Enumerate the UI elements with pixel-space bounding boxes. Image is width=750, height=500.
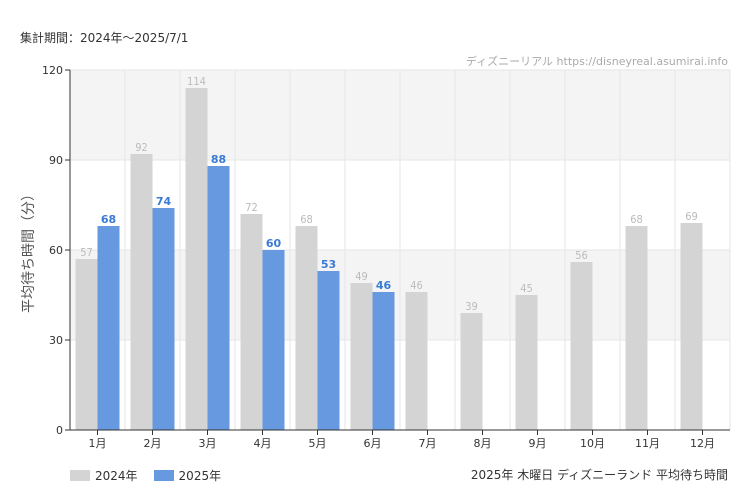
bar-2025-4月[interactable] <box>262 250 285 430</box>
bar-2024-7月[interactable] <box>405 292 428 430</box>
x-tick-label-5月: 5月 <box>309 437 327 450</box>
legend-swatch-2025 <box>153 470 174 481</box>
x-tick-label-3月: 3月 <box>199 437 217 450</box>
x-tick-label-11月: 11月 <box>635 437 660 450</box>
axes: 0 30 60 90 120 1月 2月 3月 4月 5月 6月 7月 8月 9月 10月 11月 12月 <box>42 64 730 450</box>
bar-2024-11月[interactable] <box>625 226 648 430</box>
y-tick-label-60: 60 <box>49 244 63 257</box>
bar-2025-2月[interactable] <box>152 208 175 430</box>
bar-2025-6月[interactable] <box>372 292 395 430</box>
x-tick-label-9月: 9月 <box>529 437 547 450</box>
data-label-2025-2月: 74 <box>156 195 172 208</box>
data-label-2024-2月: 92 <box>135 141 148 154</box>
bars <box>75 88 703 430</box>
x-tick-label-12月: 12月 <box>690 437 715 450</box>
data-label-2025-1月: 68 <box>101 213 116 226</box>
data-label-2025-3月: 88 <box>211 153 226 166</box>
x-tick-label-6月: 6月 <box>364 437 382 450</box>
data-label-2025-4月: 60 <box>266 237 282 250</box>
x-tick-label-7月: 7月 <box>419 437 437 450</box>
data-label-2024-11月: 68 <box>630 213 643 226</box>
data-label-2024-7月: 46 <box>410 279 423 292</box>
data-label-2024-1月: 57 <box>80 246 93 259</box>
period-label: 集計期間：2024年～2025/7/1 <box>20 31 189 45</box>
y-tick-label-30: 30 <box>49 334 63 347</box>
legend-label-2025: 2025年 <box>178 469 222 483</box>
bar-2024-12月[interactable] <box>680 223 703 430</box>
legend-item-2025[interactable]: 2025年 <box>153 467 222 484</box>
site-credit: ディズニーリアル https://disneyreal.asumirai.inf… <box>465 55 728 68</box>
data-label-2024-12月: 69 <box>685 210 698 223</box>
bar-2025-1月[interactable] <box>97 226 120 430</box>
bar-2024-8月[interactable] <box>460 313 483 430</box>
bar-2024-10月[interactable] <box>570 262 593 430</box>
x-tick-label-10月: 10月 <box>580 437 605 450</box>
chart-caption: 2025年 木曜日 ディズニーランド 平均待ち時間 <box>470 468 728 482</box>
bar-2025-3月[interactable] <box>207 166 230 430</box>
y-tick-label-0: 0 <box>56 424 63 437</box>
data-label-2024-3月: 114 <box>187 75 206 88</box>
bar-2024-9月[interactable] <box>515 295 538 430</box>
data-label-2024-5月: 68 <box>300 213 313 226</box>
data-label-2024-10月: 56 <box>575 249 588 262</box>
legend-label-2024: 2024年 <box>95 469 138 483</box>
legend: 2024年 2025年 <box>70 467 237 484</box>
x-tick-label-8月: 8月 <box>474 437 492 450</box>
bar-2024-1月[interactable] <box>75 259 98 430</box>
data-labels: 57 68 92 74 114 88 72 60 68 53 49 46 46 39 45 56 68 69 <box>80 75 698 313</box>
x-tick-label-1月: 1月 <box>89 437 107 450</box>
y-tick-label-90: 90 <box>49 154 63 167</box>
data-label-2024-6月: 49 <box>355 270 368 283</box>
data-label-2024-4月: 72 <box>245 201 258 214</box>
legend-item-2024[interactable]: 2024年 <box>70 467 138 484</box>
data-label-2024-9月: 45 <box>520 282 533 295</box>
bar-2024-2月[interactable] <box>130 154 153 430</box>
y-axis-label: 平均待ち時間（分） <box>21 187 37 313</box>
data-label-2024-8月: 39 <box>465 300 478 313</box>
bar-2024-6月[interactable] <box>350 283 373 430</box>
bar-2025-5月[interactable] <box>317 271 340 430</box>
y-tick-label-120: 120 <box>42 64 63 77</box>
bar-2024-3月[interactable] <box>185 88 208 430</box>
data-label-2025-6月: 46 <box>376 279 392 292</box>
bar-2024-5月[interactable] <box>295 226 318 430</box>
x-tick-label-2月: 2月 <box>144 437 162 450</box>
x-tick-label-4月: 4月 <box>254 437 272 450</box>
bar-2024-4月[interactable] <box>240 214 263 430</box>
data-label-2025-5月: 53 <box>321 258 336 271</box>
legend-swatch-2024 <box>70 470 90 481</box>
